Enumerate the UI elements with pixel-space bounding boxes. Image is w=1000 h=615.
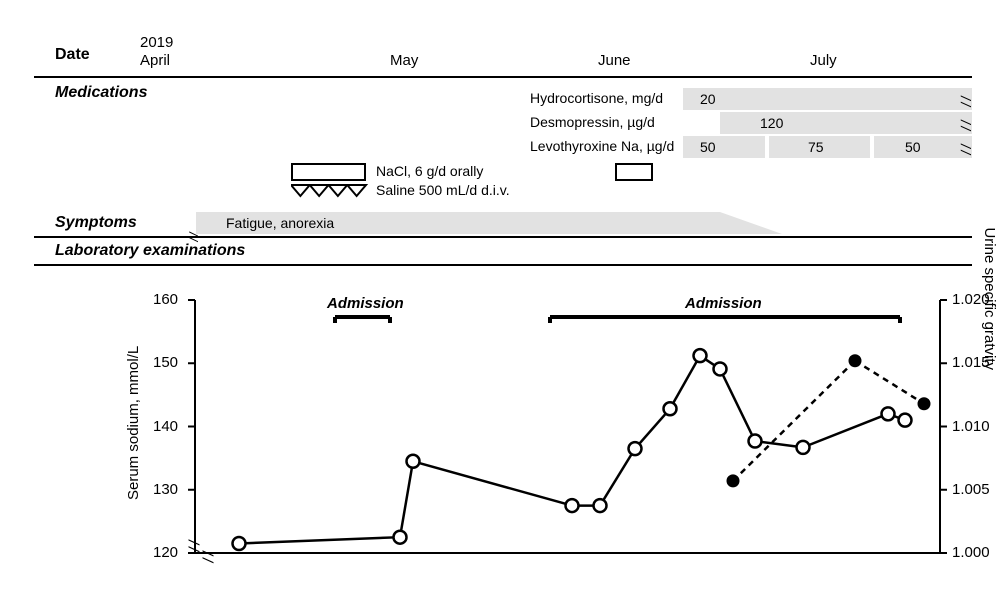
admission-2: Admission: [685, 295, 762, 312]
ytick-right: 1.020: [952, 291, 990, 308]
left-axis-label: Serum sodium, mmol/L: [125, 346, 142, 500]
lab-chart: [0, 0, 1000, 615]
ytick-left: 130: [153, 481, 178, 498]
med-break-3: //: [959, 143, 973, 155]
admission-1: Admission: [327, 295, 404, 312]
axis-break-y: //: [185, 539, 200, 553]
ytick-right: 1.015: [952, 354, 990, 371]
ytick-left: 140: [153, 418, 178, 435]
med-break-1: //: [959, 95, 973, 107]
ytick-left: 160: [153, 291, 178, 308]
ytick-right: 1.005: [952, 481, 990, 498]
med-break-2: //: [959, 119, 973, 131]
ytick-left: 150: [153, 354, 178, 371]
axis-break-x: //: [199, 550, 214, 564]
ytick-right: 1.000: [952, 544, 990, 561]
ytick-right: 1.010: [952, 418, 990, 435]
ytick-left: 120: [153, 544, 178, 561]
